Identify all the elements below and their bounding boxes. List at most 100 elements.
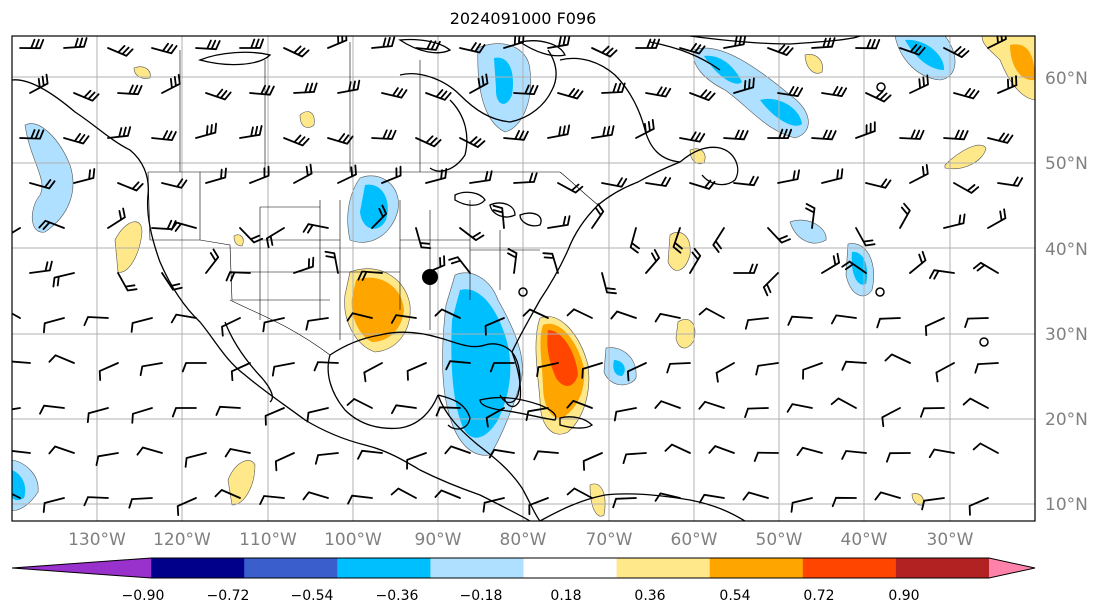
wind-barb [909, 164, 929, 184]
colorbar-segment [337, 558, 431, 578]
wind-barb [679, 42, 706, 55]
lon-label: 80°W [500, 530, 547, 550]
wind-barb [181, 362, 207, 373]
wind-barb [664, 443, 691, 454]
wind-barb [513, 84, 539, 95]
wind-barb [591, 125, 615, 139]
wind-barb [689, 247, 702, 274]
wind-barb [434, 489, 461, 499]
wind-barb [612, 497, 637, 509]
wind-barb [415, 40, 441, 51]
wind-barb [63, 37, 88, 49]
colorbar-tick-label: −0.72 [207, 588, 250, 604]
lat-label: 30°N [1045, 325, 1088, 345]
latitude-labels: 60°N 50°N 40°N 30°N 20°N 10°N [1045, 69, 1088, 515]
wind-barb [262, 317, 285, 333]
wind-barb [865, 90, 892, 103]
wind-barb [107, 126, 132, 139]
wind-barb [371, 204, 387, 229]
wind-barb [239, 125, 263, 139]
colorbar-segment [430, 558, 524, 578]
wind-barb [796, 446, 823, 456]
wind-barb [98, 362, 119, 381]
wind-barb [753, 451, 779, 462]
wind-barb [205, 167, 227, 184]
colorbar-segment [151, 558, 245, 578]
wind-barb [698, 493, 725, 504]
wind-barb [762, 272, 779, 297]
wind-barb [533, 450, 559, 461]
circle-marker [979, 337, 989, 347]
lon-label: 50°W [756, 530, 803, 550]
wind-barb [645, 86, 672, 98]
wind-barb [128, 497, 153, 509]
wind-barb [230, 362, 251, 382]
wind-barb [811, 37, 836, 49]
wind-barb [346, 312, 373, 322]
wind-barb [557, 88, 584, 100]
lon-label: 90°W [415, 530, 462, 550]
wind-barb [972, 261, 999, 274]
wind-barb [921, 497, 945, 511]
wind-barb [841, 260, 867, 274]
colorbar-tick-label: −0.90 [122, 588, 165, 604]
wind-barb [666, 362, 691, 374]
wind-barb [755, 362, 779, 376]
wind-barb [830, 397, 857, 409]
wind-barb [425, 89, 452, 101]
wind-barb [935, 362, 955, 383]
wind-barb [582, 452, 603, 471]
wind-barb [566, 487, 593, 499]
wind-barb [723, 129, 749, 141]
wind-barb [886, 452, 911, 463]
wind-barb [313, 361, 339, 372]
wind-barb [224, 448, 251, 458]
wind-barb [855, 227, 876, 247]
colorbar-outline [11, 557, 1036, 579]
colorbar-segment [523, 558, 618, 578]
wind-barb [293, 163, 313, 184]
wind-barb [733, 77, 755, 94]
wind-barb [767, 128, 793, 139]
wind-barb [415, 135, 442, 148]
wind-barb [259, 495, 285, 505]
wind-barb [876, 317, 901, 329]
wind-barb [566, 400, 593, 409]
wind-barb [42, 497, 65, 513]
wind-barb [627, 362, 647, 382]
wind-barb [987, 132, 1014, 144]
wind-barb [205, 88, 232, 101]
wind-barb [874, 491, 901, 501]
colorbar-tick-label: 0.90 [888, 588, 919, 604]
wind-barb [239, 38, 264, 49]
wind-barb [964, 317, 989, 328]
wind-barb [528, 497, 549, 516]
wind-barb [117, 181, 144, 192]
wind-barb [601, 272, 617, 295]
wind-barb [672, 227, 683, 254]
lon-label: 100°W [324, 530, 382, 550]
wind-barb [601, 82, 626, 94]
wind-barb [29, 179, 56, 190]
wind-barb [831, 314, 857, 325]
colorbar-segment [616, 558, 711, 578]
wind-barb [811, 129, 837, 141]
wind-barb [733, 263, 758, 274]
map-title: 2024091000 F096 [449, 9, 597, 28]
wind-barb [865, 178, 892, 189]
lon-label: 70°W [586, 530, 633, 550]
lat-label: 60°N [1045, 69, 1088, 89]
wind-barb [557, 182, 584, 194]
wind-barb [920, 407, 945, 418]
wind-barb [43, 317, 65, 334]
coastlines [12, 36, 861, 521]
wind-barb [733, 175, 759, 187]
wind-barb [305, 317, 329, 331]
wind-barb [689, 179, 716, 190]
wind-barb [821, 168, 844, 184]
wind-barb [130, 317, 153, 333]
wind-barb [264, 407, 285, 426]
lon-label: 30°W [927, 530, 974, 550]
wind-barb [391, 404, 417, 415]
wind-barb [293, 82, 318, 94]
